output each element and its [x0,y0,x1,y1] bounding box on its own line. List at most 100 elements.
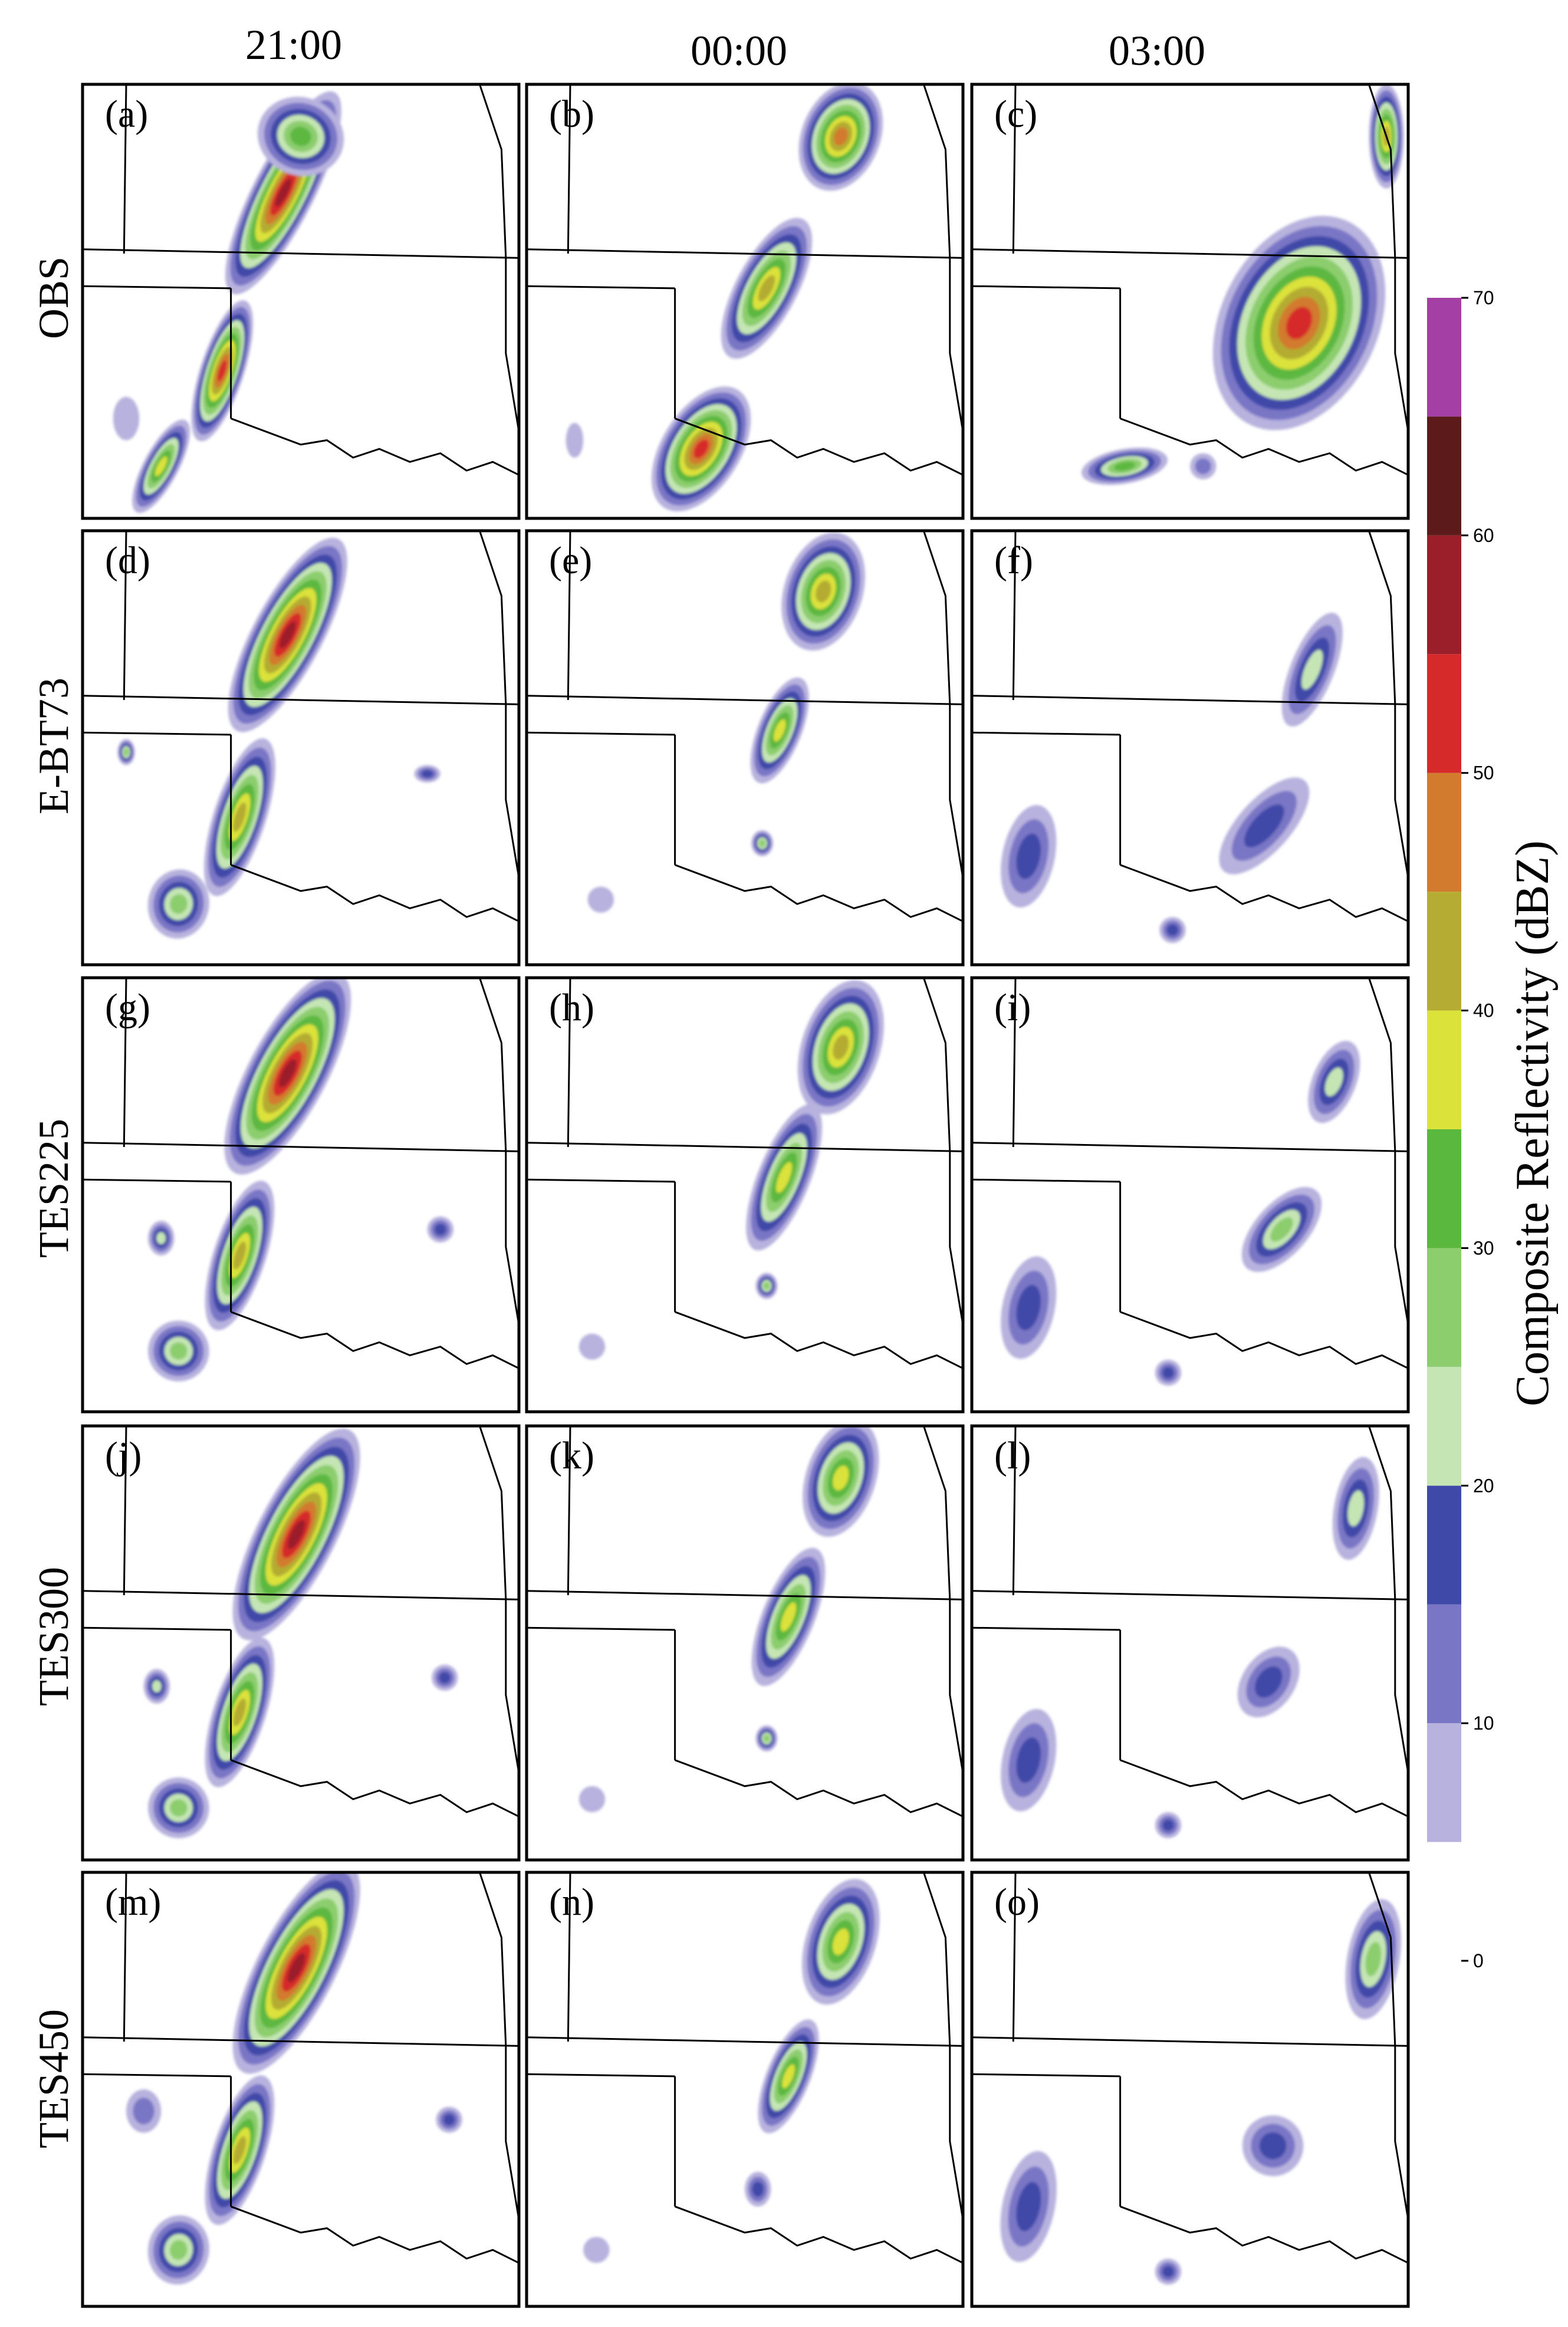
border-line-b-5 [922,84,963,432]
panel-grid: (a) (b) (c) (d) (e) (f) (g) (h) (i) (j) (k) (l) (m) (… [81,83,1410,2308]
border-line-i-5 [1368,978,1408,1326]
contour-b-0-9 [833,127,848,146]
border-line-a-1 [83,285,231,290]
border-line-f-1 [972,731,1120,736]
contour-o-1-3 [1259,2132,1287,2160]
panel-frame-c [970,83,1410,520]
panel-i: (i) [970,976,1410,1414]
border-line-f-5 [1368,531,1408,879]
panel-label-b: (b) [549,93,594,136]
state-borders-f [972,531,1408,922]
contour-h-1-7 [776,1162,793,1193]
reflectivity-field-a [113,91,344,513]
panel-n: (n) [525,1871,965,2308]
contour-k-1-7 [780,1602,797,1632]
border-line-g-4 [123,978,127,1148]
column-header-0000: 00:00 [691,27,787,74]
border-line-m-0 [83,2036,519,2047]
reflectivity-field-d [117,537,441,939]
panel-frame-m [81,1871,521,2308]
contour-l-0-4 [1347,1490,1364,1527]
border-line-i-3 [1120,1311,1408,1369]
contour-j-4-4 [152,1680,162,1692]
reflectivity-field-m [126,1872,462,2285]
border-line-n-4 [567,1872,571,2042]
panel-m: (m) [81,1871,521,2308]
border-line-b-3 [675,418,963,476]
border-line-g-5 [478,978,519,1326]
reflectivity-field-l [1001,1457,1379,1839]
colorbar-tick-label-0: 0 [1473,1950,1484,1971]
colorbar-segment-8 [1427,892,1461,1011]
contour-k-3-1 [578,1786,606,1813]
state-borders-i [972,978,1408,1369]
contour-i-0-4 [1324,1067,1343,1096]
contour-m-1-8 [233,2136,246,2164]
panel-label-f: (f) [994,539,1033,582]
contour-k-0-7 [833,1465,849,1491]
panel-b: (b) [525,83,965,520]
contour-b-2-10 [693,439,709,459]
border-line-l-3 [1120,1759,1408,1817]
panel-label-m: (m) [105,1881,161,1924]
row-header-tes300: TES300 [30,1567,77,1706]
contour-g-0-11 [278,1059,297,1087]
panel-label-n: (n) [549,1881,594,1924]
panel-label-i: (i) [994,986,1031,1029]
border-line-b-4 [567,84,571,254]
border-line-o-0 [972,2036,1408,2047]
contour-i-1-5 [1270,1217,1293,1242]
border-line-n-0 [527,2036,963,2047]
border-line-e-3 [675,864,963,922]
contour-a-1-10 [217,360,227,382]
contour-j-1-8 [233,1698,246,1727]
column-header-0300: 03:00 [1109,27,1205,74]
border-line-a-5 [478,84,519,432]
border-line-g-0 [83,1142,519,1152]
state-borders-j [83,1426,519,1817]
panel-h: (h) [525,976,965,1414]
panel-j: (j) [81,1424,521,1862]
contour-g-1-8 [233,1241,246,1270]
border-line-l-1 [972,1626,1120,1631]
border-line-j-4 [123,1426,127,1596]
contour-j-3-3 [439,1672,451,1684]
contour-k-2-5 [763,1734,770,1743]
contour-h-2-5 [763,1282,770,1290]
panel-label-c: (c) [994,93,1037,136]
colorbar-segment-0 [1427,1842,1461,1961]
state-borders-l [972,1426,1408,1817]
border-line-k-0 [527,1590,963,1600]
border-line-d-5 [478,531,519,879]
panel-k: (k) [525,1424,965,1862]
colorbar-segment-6 [1427,1129,1461,1248]
panel-e: (e) [525,529,965,967]
state-borders-a [83,84,519,476]
row-header-e-bt73: E-BT73 [30,678,77,814]
reflectivity-field-b [566,84,883,512]
border-line-d-1 [83,731,231,736]
panel-frame-f [970,529,1410,967]
contour-e-2-5 [759,839,765,847]
contour-c-3-2 [1195,458,1211,475]
panel-label-e: (e) [549,539,592,582]
contour-l-1-3 [1254,1666,1283,1698]
border-line-o-4 [1012,1872,1017,2042]
contour-g-2-5 [170,1342,188,1360]
colorbar-tick-label-7: 70 [1473,287,1494,308]
reflectivity-field-n [583,1879,880,2263]
contour-g-3-3 [434,1224,446,1235]
border-line-e-4 [567,531,571,701]
reflectivity-field-o [1000,1899,1402,2285]
border-line-h-5 [922,978,963,1326]
border-line-o-5 [1368,1872,1408,2220]
state-borders-n [527,1872,963,2264]
border-line-d-4 [123,531,127,701]
border-line-f-0 [972,695,1408,705]
colorbar-tick-label-2: 20 [1473,1475,1494,1496]
contour-n-1-7 [782,2064,795,2089]
contour-c-0-10 [1286,307,1313,340]
colorbar-segment-11 [1427,535,1461,655]
panel-a: (a) [81,83,521,520]
contour-d-4-3 [421,770,433,778]
